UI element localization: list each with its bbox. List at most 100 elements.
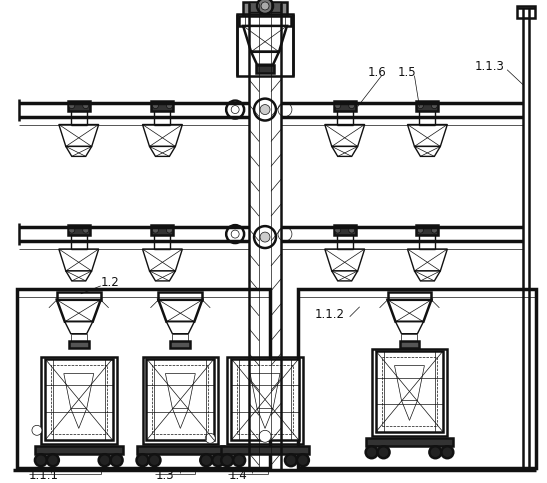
Bar xyxy=(69,341,89,348)
Circle shape xyxy=(137,454,148,466)
Bar xyxy=(152,225,173,235)
Bar xyxy=(239,16,291,26)
Text: 1.6: 1.6 xyxy=(368,66,386,79)
Polygon shape xyxy=(159,300,202,322)
Bar xyxy=(334,100,356,111)
Circle shape xyxy=(260,232,270,242)
Circle shape xyxy=(348,227,354,233)
Bar xyxy=(152,100,173,111)
Text: 1.3: 1.3 xyxy=(155,469,174,482)
Circle shape xyxy=(47,454,59,466)
Bar xyxy=(249,2,281,12)
Polygon shape xyxy=(59,125,98,146)
Bar xyxy=(45,358,113,440)
Polygon shape xyxy=(325,249,365,271)
Text: 1.1.2: 1.1.2 xyxy=(315,308,345,321)
Polygon shape xyxy=(59,249,98,271)
Bar xyxy=(35,446,123,454)
Circle shape xyxy=(226,225,244,243)
Circle shape xyxy=(212,454,224,466)
Bar xyxy=(153,365,208,434)
Circle shape xyxy=(226,100,244,118)
Circle shape xyxy=(257,0,273,14)
Bar xyxy=(147,358,214,440)
Bar xyxy=(243,2,287,18)
Polygon shape xyxy=(143,125,182,146)
Bar xyxy=(17,289,270,468)
Bar xyxy=(416,100,438,111)
Polygon shape xyxy=(332,146,358,156)
Bar xyxy=(365,438,453,446)
Polygon shape xyxy=(66,146,92,156)
Text: 1.5: 1.5 xyxy=(398,66,416,79)
Bar xyxy=(245,16,285,26)
Bar xyxy=(57,292,101,300)
Polygon shape xyxy=(66,271,92,281)
Circle shape xyxy=(297,454,309,466)
Polygon shape xyxy=(251,52,279,65)
Text: 1.1.3: 1.1.3 xyxy=(474,60,504,73)
Bar xyxy=(334,225,356,235)
Bar xyxy=(171,341,190,348)
Circle shape xyxy=(278,102,292,116)
Circle shape xyxy=(278,227,292,241)
Bar xyxy=(227,356,303,444)
Bar xyxy=(68,100,90,111)
Bar xyxy=(298,289,536,468)
Circle shape xyxy=(260,105,270,114)
Bar xyxy=(401,334,417,341)
Bar xyxy=(41,356,117,444)
Circle shape xyxy=(148,454,160,466)
Circle shape xyxy=(429,446,441,458)
Circle shape xyxy=(153,102,159,109)
Circle shape xyxy=(417,227,423,233)
Bar xyxy=(71,334,87,341)
Circle shape xyxy=(233,454,245,466)
Bar xyxy=(371,349,447,436)
Bar xyxy=(237,365,293,434)
Bar xyxy=(68,225,90,235)
Bar xyxy=(388,292,432,300)
Polygon shape xyxy=(65,322,92,334)
Polygon shape xyxy=(408,249,447,271)
Circle shape xyxy=(432,102,438,109)
Bar xyxy=(237,14,293,76)
Polygon shape xyxy=(166,322,194,334)
Polygon shape xyxy=(415,271,440,281)
Circle shape xyxy=(285,454,297,466)
Circle shape xyxy=(32,426,42,435)
Circle shape xyxy=(98,454,110,466)
Circle shape xyxy=(153,227,159,233)
Bar xyxy=(517,6,535,18)
Circle shape xyxy=(335,227,341,233)
Polygon shape xyxy=(143,249,182,271)
Bar xyxy=(51,365,107,434)
Polygon shape xyxy=(408,125,447,146)
Polygon shape xyxy=(395,322,423,334)
Circle shape xyxy=(441,446,453,458)
Circle shape xyxy=(254,99,276,121)
Bar xyxy=(416,225,438,235)
Circle shape xyxy=(261,2,269,10)
Circle shape xyxy=(200,454,212,466)
Polygon shape xyxy=(149,271,176,281)
Text: 1.4: 1.4 xyxy=(228,469,247,482)
Bar xyxy=(137,446,224,454)
Circle shape xyxy=(417,102,423,109)
Polygon shape xyxy=(149,146,176,156)
Circle shape xyxy=(69,102,75,109)
Polygon shape xyxy=(325,125,365,146)
Circle shape xyxy=(83,102,89,109)
Polygon shape xyxy=(415,146,440,156)
Bar xyxy=(376,351,443,432)
Bar xyxy=(221,446,309,454)
Bar xyxy=(143,356,218,444)
Circle shape xyxy=(35,454,47,466)
Text: 1.2: 1.2 xyxy=(101,276,119,289)
Circle shape xyxy=(205,433,215,443)
Circle shape xyxy=(69,227,75,233)
Circle shape xyxy=(254,226,276,248)
Bar xyxy=(231,358,299,440)
Polygon shape xyxy=(388,300,432,322)
Circle shape xyxy=(83,227,89,233)
